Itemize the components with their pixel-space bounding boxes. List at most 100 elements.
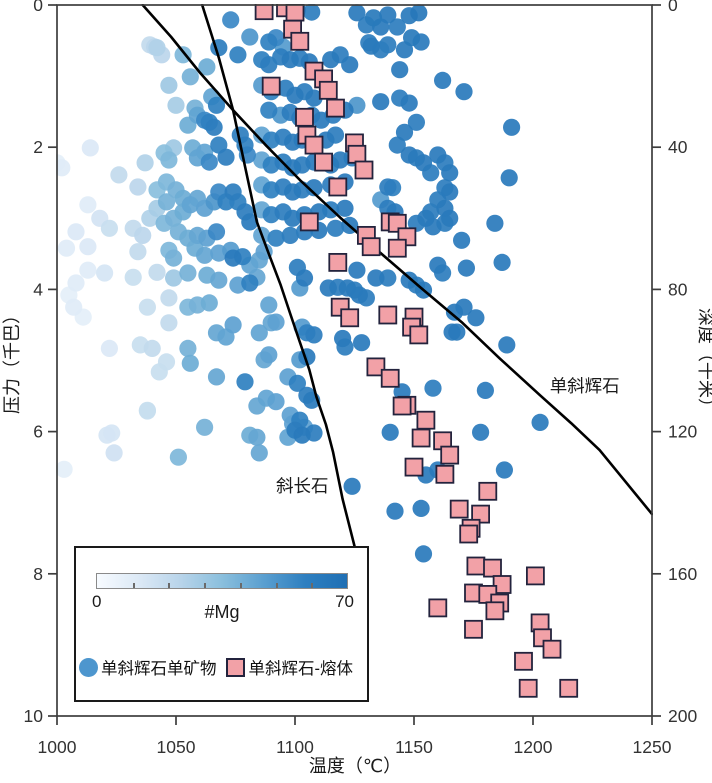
cpx-only-point [472, 423, 490, 441]
cpx-melt-point [380, 368, 400, 388]
cpx-melt-point [518, 678, 538, 698]
cpx-only-point [372, 93, 390, 111]
cpx-only-point [331, 151, 349, 169]
cpx-only-point [284, 209, 302, 227]
cpx-melt-point [459, 524, 479, 544]
cpx-only-point [222, 11, 240, 29]
cpx-only-point [81, 139, 99, 157]
cpx-only-point [267, 393, 285, 411]
y-left-tick-label: 0 [33, 0, 43, 15]
cpx-only-point [322, 51, 340, 69]
x-tick-label: 1100 [276, 737, 314, 757]
cpx-only-point [241, 28, 259, 46]
cpx-only-point [129, 243, 147, 261]
cpx-only-point [367, 269, 385, 287]
cpx-only-point [414, 545, 433, 563]
cpx-only-point [288, 374, 306, 392]
cpx-only-point [148, 39, 166, 57]
cpx-melt-point [304, 135, 324, 155]
cpx-melt-point [378, 305, 398, 325]
cpx-only-point [67, 274, 85, 292]
colorbar-tick [204, 583, 207, 588]
x-tick-label: 1200 [514, 737, 553, 757]
cpx-only-point [79, 196, 97, 214]
colorbar-labels: 0 #Mg 70 [92, 592, 354, 632]
cpx-only-point [157, 193, 176, 211]
y-right-tick-label: 160 [668, 564, 697, 584]
cpx-only-point [503, 118, 521, 136]
cpx-melt-point [478, 481, 498, 501]
y-right-tick-label: 40 [668, 137, 688, 157]
cpx-only-point [500, 169, 518, 187]
cpx-melt-point [466, 556, 486, 576]
cpx-only-point [129, 178, 147, 196]
cpx-only-point [56, 460, 73, 478]
cpx-only-point [181, 196, 199, 214]
cpx-only-point [429, 256, 447, 274]
cpx-melt-point [290, 31, 310, 51]
y-right-axis-title: 深度（千米） [696, 308, 712, 416]
cpx-melt-point [354, 160, 374, 180]
colorbar-tick [275, 583, 278, 588]
colorbar-tick [239, 583, 242, 588]
cpx-melt-point [361, 237, 381, 257]
cpx-only-point [217, 148, 235, 166]
cpx-only-point [165, 249, 183, 267]
cpx-only-point [531, 413, 549, 431]
cpx-only-point [312, 111, 330, 129]
phase-curve [141, 4, 653, 516]
cpx-only-point [207, 368, 226, 386]
cpx-only-point [403, 29, 421, 47]
x-tick-label: 1250 [633, 737, 672, 757]
cpx-only-point [395, 123, 414, 141]
cpx-only-point [260, 101, 278, 119]
cpx-melt-point [254, 4, 274, 21]
cpx-only-point [284, 159, 302, 177]
cpx-only-point [100, 339, 118, 357]
cpx-only-point [441, 209, 459, 227]
cpx-melt-point [514, 651, 533, 671]
cpx-melt-series [254, 4, 579, 698]
cpx-only-point [364, 9, 383, 27]
y-left-tick-label: 4 [33, 279, 43, 299]
cpx-only-point [412, 499, 430, 517]
cpx-only-point [381, 423, 399, 441]
cpx-only-point [305, 89, 323, 107]
cpx-melt-point [299, 212, 319, 232]
cpx-only-point [160, 76, 178, 94]
cpx-melt-point [542, 639, 562, 659]
cpx-only-point [336, 199, 354, 217]
cpx-melt-point [471, 504, 491, 524]
cpx-only-point [169, 448, 187, 466]
cpx-only-point [200, 294, 218, 312]
phase-curves [141, 4, 653, 583]
cpx-only-point [281, 226, 299, 244]
cpx-only-point [143, 339, 161, 357]
cpx-melt-point [328, 177, 348, 197]
colorbar-max-label: 70 [335, 592, 354, 611]
cpx-only-point [286, 86, 304, 104]
cpx-melt-point [366, 357, 386, 377]
cpx-only-point [56, 159, 71, 177]
y-left-tick-label: 2 [33, 137, 43, 157]
cpx-only-point [455, 298, 473, 316]
cpx-melt-point [526, 566, 545, 586]
cpx-only-point [103, 424, 121, 442]
y-left-axis-title: 压力（千巴） [2, 306, 22, 414]
cpx-only-point [236, 373, 254, 391]
cpx-melt-point [347, 144, 367, 164]
cpx-only-point [448, 323, 466, 341]
cpx-only-point [486, 214, 504, 232]
cpx-only-point [150, 363, 168, 381]
cpx-only-point [391, 61, 409, 79]
colorbar-title: #Mg [204, 602, 240, 622]
cpx-only-point [179, 264, 197, 282]
cpx-only-point [305, 326, 323, 344]
cpx-only-point [138, 402, 156, 420]
cpx-only-point [343, 477, 361, 495]
legend-circle-label: 单斜辉石单矿物 [101, 660, 217, 678]
cpx-only-point [248, 428, 266, 446]
cpx-only-point [293, 426, 311, 444]
colorbar-tick [132, 583, 135, 588]
x-axis-title: 温度（℃） [309, 756, 401, 776]
